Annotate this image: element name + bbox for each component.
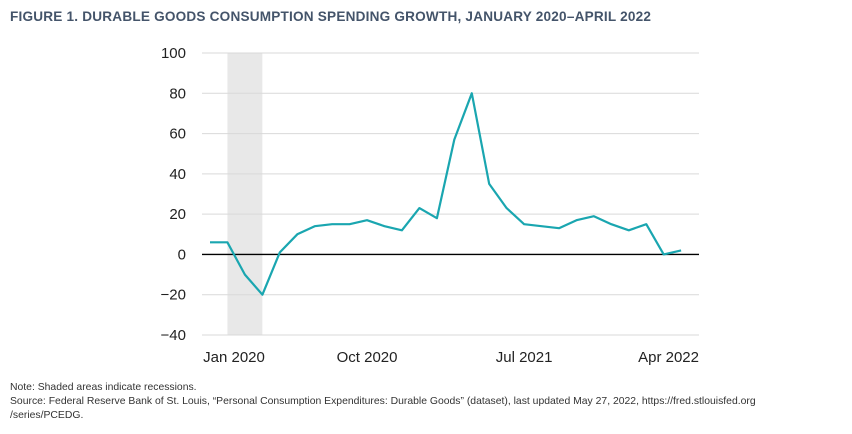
- y-tick-label: 100: [161, 45, 186, 62]
- x-tick-label: Apr 2022: [638, 349, 699, 366]
- note-text: Note: Shaded areas indicate recessions.: [10, 382, 197, 393]
- x-tick-label: Jul 2021: [496, 349, 553, 366]
- source-text-continued: /series/PCEDG.: [10, 410, 84, 421]
- y-tick-label: 60: [169, 126, 186, 143]
- notes: Note: Shaded areas indicate recessions. …: [10, 381, 850, 423]
- y-tick-label: 40: [169, 166, 186, 183]
- recession-shading: [227, 53, 263, 335]
- figure-title: FIGURE 1. DURABLE GOODS CONSUMPTION SPEN…: [10, 9, 652, 24]
- x-tick-label: Jan 2020: [203, 349, 265, 366]
- x-tick-label: Oct 2020: [337, 349, 398, 366]
- y-tick-label: −20: [161, 287, 186, 304]
- source-text: Source: Federal Reserve Bank of St. Loui…: [10, 396, 756, 407]
- gridlines: [202, 52, 699, 336]
- x-axis-ticks: Jan 2020 Oct 2020 Jul 2021 Apr 2022: [203, 349, 699, 366]
- y-tick-label: −40: [161, 327, 186, 344]
- y-tick-label: 20: [169, 206, 186, 223]
- y-tick-label: 80: [169, 85, 186, 102]
- series-layer: [210, 92, 682, 296]
- series-line: [210, 92, 682, 296]
- recession-layer: [227, 53, 263, 335]
- line-chart: −40 −20 0 20 40 60 80 100 Jan 2020 Oct 2020 Jul 2…: [161, 45, 699, 366]
- y-axis-ticks: −40 −20 0 20 40 60 80 100: [161, 45, 186, 344]
- y-tick-label: 0: [178, 246, 186, 263]
